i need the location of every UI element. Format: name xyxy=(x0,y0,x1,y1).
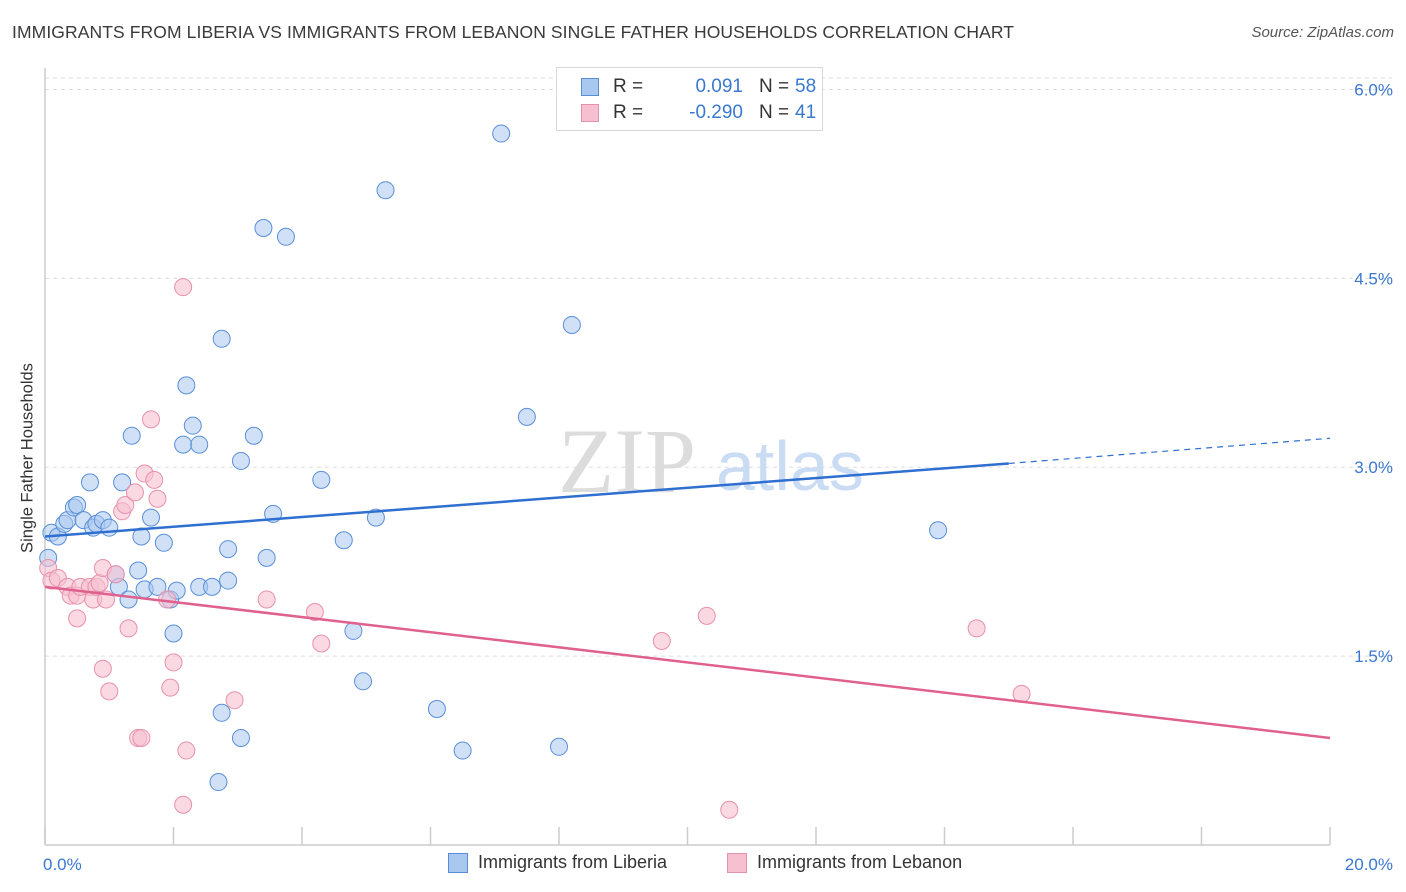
axes xyxy=(44,68,1331,846)
lebanon-point xyxy=(132,728,151,747)
liberia-point xyxy=(119,590,138,609)
stats-legend: R = 0.091 N = 58 R = -0.290 N = 41 xyxy=(556,67,823,131)
watermark: ZIP atlas xyxy=(558,410,864,512)
r-value: -0.290 xyxy=(689,102,743,123)
liberia-point xyxy=(334,531,353,550)
liberia-point xyxy=(122,426,141,445)
liberia-point xyxy=(80,473,99,492)
lebanon-point xyxy=(116,496,135,515)
liberia-point xyxy=(183,416,202,435)
legend-swatch-lebanon xyxy=(727,853,747,873)
y-tick-label: 3.0% xyxy=(1354,458,1393,477)
legend-swatch-liberia xyxy=(581,78,599,96)
lebanon-point xyxy=(652,632,671,651)
liberia-point xyxy=(209,773,228,792)
liberia-point xyxy=(174,435,193,454)
liberia-point xyxy=(366,508,385,527)
y-tick-label: 6.0% xyxy=(1354,80,1393,99)
legend-label-lebanon: Immigrants from Lebanon xyxy=(757,852,963,872)
liberia-point xyxy=(154,533,173,552)
lebanon-point xyxy=(145,470,164,489)
legend-swatch-lebanon xyxy=(581,104,599,122)
lebanon-point xyxy=(142,410,161,429)
r-label: R = xyxy=(613,102,644,123)
liberia-point xyxy=(257,548,276,567)
liberia-point xyxy=(212,703,231,722)
liberia-point xyxy=(354,672,373,691)
liberia-point xyxy=(244,426,263,445)
lebanon-point xyxy=(967,619,986,638)
r-label: R = xyxy=(613,76,644,97)
liberia-point xyxy=(177,376,196,395)
liberia-point xyxy=(142,508,161,527)
liberia-point xyxy=(517,407,536,426)
n-label: N = xyxy=(759,76,790,97)
liberia-point xyxy=(219,571,238,590)
x-tick-label: 0.0% xyxy=(43,855,82,874)
lebanon-point xyxy=(174,278,193,297)
liberia-point xyxy=(68,496,87,515)
lebanon-trend-line xyxy=(44,585,1331,740)
lebanon-point xyxy=(100,682,119,701)
legend-label-liberia: Immigrants from Liberia xyxy=(478,852,668,872)
liberia-point xyxy=(219,540,238,559)
lebanon-point xyxy=(720,800,739,819)
liberia-point xyxy=(312,470,331,489)
liberia-trend-extension xyxy=(1008,437,1331,465)
liberia-point xyxy=(550,737,568,756)
liberia-point xyxy=(376,181,395,200)
liberia-point xyxy=(254,218,273,237)
liberia-trend-line xyxy=(44,462,1009,538)
lebanon-point xyxy=(225,691,244,710)
liberia-point xyxy=(164,624,183,643)
liberia-point xyxy=(929,521,948,540)
liberia-point xyxy=(148,577,167,596)
legend-swatch-liberia xyxy=(448,853,468,873)
trend-lines xyxy=(44,437,1331,740)
x-tick-label: 20.0% xyxy=(1345,855,1393,874)
liberia-point xyxy=(113,473,132,492)
lebanon-point xyxy=(125,483,144,502)
y-tick-label: 4.5% xyxy=(1354,269,1393,288)
lebanon-point xyxy=(119,619,138,638)
lebanon-point xyxy=(90,574,109,593)
series-legend: Immigrants from Liberia Immigrants from … xyxy=(0,851,1406,877)
lebanon-point xyxy=(93,659,112,678)
n-value: 41 xyxy=(795,102,817,123)
lebanon-point xyxy=(177,741,196,760)
liberia-point xyxy=(100,518,119,537)
lebanon-point xyxy=(164,653,183,672)
liberia-point xyxy=(562,315,581,334)
liberia-point xyxy=(231,451,250,470)
lebanon-point xyxy=(312,634,331,653)
source-label: Source: ZipAtlas.com xyxy=(1251,24,1394,41)
tick-labels: 1.5% 3.0% 4.5% 6.0% 0.0% 20.0% xyxy=(43,80,1393,874)
liberia-point xyxy=(492,124,511,143)
liberia-point xyxy=(129,561,148,580)
liberia-point xyxy=(203,577,222,596)
lebanon-point xyxy=(148,489,167,508)
lebanon-point xyxy=(305,603,324,622)
liberia-point xyxy=(453,741,472,760)
y-tick-label: 1.5% xyxy=(1354,647,1393,666)
gridlines xyxy=(45,77,1392,657)
liberia-point xyxy=(231,728,250,747)
lebanon-point xyxy=(68,609,87,628)
lebanon-point xyxy=(697,606,716,625)
liberia-point xyxy=(212,329,231,348)
series-lebanon-points xyxy=(39,278,1031,819)
lebanon-point xyxy=(174,795,193,814)
n-value: 58 xyxy=(795,76,817,97)
liberia-point xyxy=(190,435,209,454)
r-value: 0.091 xyxy=(695,76,743,97)
chart-title: IMMIGRANTS FROM LIBERIA VS IMMIGRANTS FR… xyxy=(12,22,1015,42)
lebanon-point xyxy=(257,590,276,609)
lebanon-point xyxy=(161,678,180,697)
liberia-point xyxy=(427,700,446,719)
liberia-point xyxy=(276,227,295,246)
watermark-atlas: atlas xyxy=(716,427,864,505)
lebanon-point xyxy=(106,565,125,584)
n-label: N = xyxy=(759,102,790,123)
